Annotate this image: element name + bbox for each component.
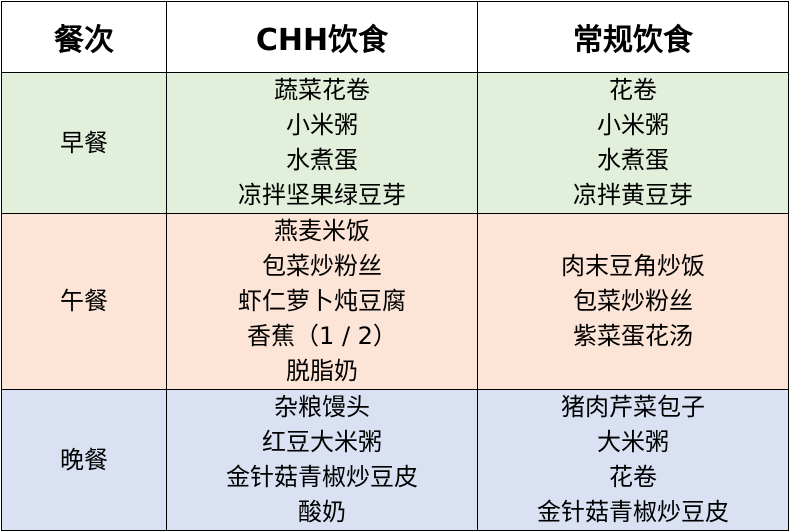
chh-menu-cell: 杂粮馒头红豆大米粥金针菇青椒炒豆皮 酸奶 (166, 389, 478, 531)
meal-cell: 午餐 (1, 213, 167, 390)
dish-item: 燕麦米饭 (274, 217, 370, 245)
meal-cell: 早餐 (1, 72, 167, 214)
header-chh-diet: CHH饮食 (166, 1, 478, 73)
regular-menu-cell: 花卷小米粥水煮蛋凉拌黄豆芽 (477, 72, 789, 214)
dish-item: 水煮蛋 (286, 146, 358, 174)
dish-item: 脱脂奶 (286, 357, 358, 385)
regular-menu-cell: 肉末豆角炒饭 包菜炒粉丝紫菜蛋花汤 (477, 213, 789, 390)
table-row-lunch: 午餐 燕麦米饭 包菜炒粉丝 虾仁萝卜炖豆腐 香蕉（1 / 2） 脱脂奶 肉末豆角炒饭 包菜炒粉… (1, 213, 789, 390)
dish-item: 凉拌坚果绿豆芽 (238, 181, 406, 209)
dish-item: 杂粮馒头 (274, 393, 370, 421)
header-regular-diet: 常规饮食 (477, 1, 789, 73)
chh-menu-cell: 蔬菜花卷小米粥水煮蛋凉拌坚果绿豆芽 (166, 72, 478, 214)
dish-item: 小米粥 (286, 111, 358, 139)
dish-item: 红豆大米粥 (262, 428, 382, 456)
regular-menu-cell: 猪肉芹菜包子 大米粥花卷金针菇青椒炒豆皮 (477, 389, 789, 531)
dish-item: 猪肉芹菜包子 (561, 393, 705, 421)
dish-item: 金针菇青椒炒豆皮 (537, 498, 729, 526)
dish-item: 虾仁萝卜炖豆腐 (238, 287, 406, 315)
table-row-breakfast: 早餐 蔬菜花卷 小米粥 水煮蛋 凉拌坚果绿豆芽 花卷 小米粥 水煮蛋 凉拌黄豆芽 (1, 72, 789, 214)
dish-item: 金针菇青椒炒豆皮 (226, 463, 418, 491)
table-row-dinner: 晚餐 杂粮馒头 红豆大米粥 金针菇青椒炒豆皮 酸奶 猪肉芹菜包子 大米粥 花卷 金针菇青椒炒豆皮 (1, 389, 789, 531)
dish-item: 包菜炒粉丝 (262, 252, 382, 280)
header-meal: 餐次 (1, 1, 167, 73)
dish-item: 紫菜蛋花汤 (573, 322, 693, 350)
dish-item: 花卷 (609, 463, 657, 491)
dish-item: 包菜炒粉丝 (573, 287, 693, 315)
dish-item: 蔬菜花卷 (274, 76, 370, 104)
meal-cell: 晚餐 (1, 389, 167, 531)
chh-menu-cell: 燕麦米饭包菜炒粉丝虾仁萝卜炖豆腐 香蕉（1 / 2） 脱脂奶 (166, 213, 478, 390)
dish-item: 肉末豆角炒饭 (561, 252, 705, 280)
dish-item: 水煮蛋 (597, 146, 669, 174)
dish-item: 酸奶 (298, 498, 346, 526)
dish-item: 花卷 (609, 76, 657, 104)
dish-item: 小米粥 (597, 111, 669, 139)
dish-item: 大米粥 (597, 428, 669, 456)
header-row: 餐次 CHH饮食 常规饮食 (1, 1, 789, 73)
dish-item: 凉拌黄豆芽 (573, 181, 693, 209)
dish-item: 香蕉（1 / 2） (247, 322, 397, 350)
